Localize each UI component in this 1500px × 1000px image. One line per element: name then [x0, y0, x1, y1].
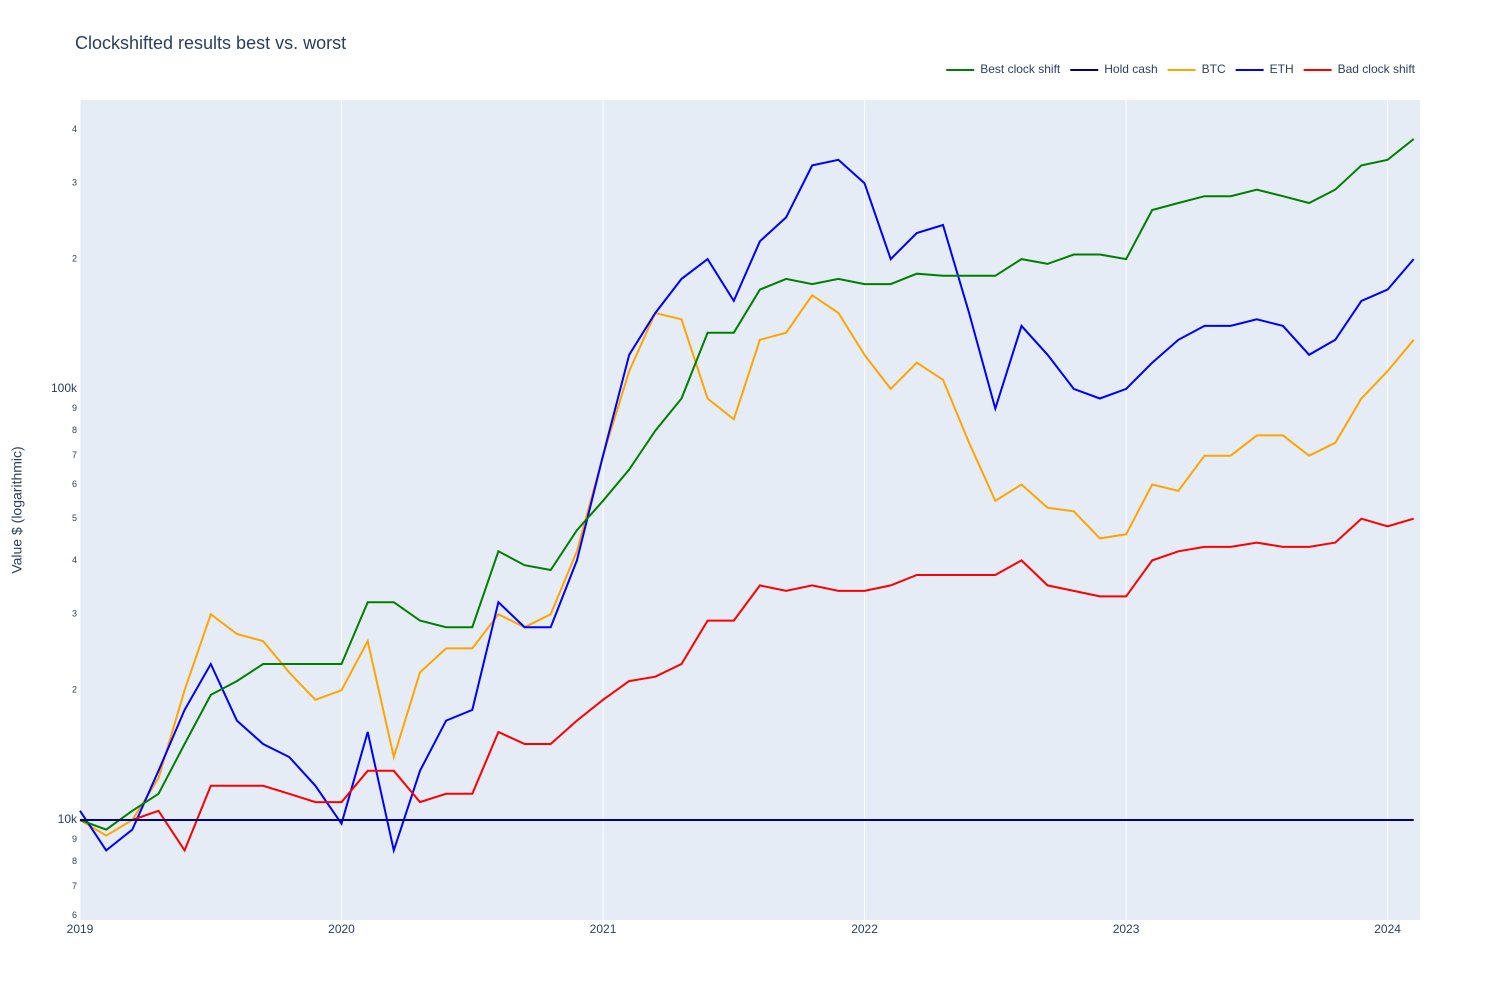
legend: Best clock shift Hold cash BTC ETH Bad clock…	[946, 62, 1416, 76]
y-tick-label: 6	[72, 479, 77, 489]
series-line	[79, 138, 1415, 831]
x-tick-label: 2020	[328, 922, 355, 936]
y-tick-label: 3	[72, 178, 77, 188]
y-tick-label: 8	[72, 856, 77, 866]
series-line	[80, 517, 1414, 853]
x-tick-label: 2024	[1374, 922, 1401, 936]
y-tick-label: 100k	[51, 381, 78, 395]
x-tick-label: 2021	[590, 922, 617, 936]
x-tick-label: 2023	[1113, 922, 1140, 936]
legend-item: Hold cash	[1070, 62, 1158, 76]
y-axis-label: Value $ (logarithmic)	[9, 446, 25, 573]
y-tick-label: 5	[72, 513, 77, 523]
y-tick-label: 10k	[58, 812, 78, 826]
y-tick-label: 3	[72, 609, 77, 619]
y-tick-label: 4	[72, 124, 77, 134]
legend-item: ETH	[1235, 62, 1294, 76]
y-tick-label: 2	[72, 254, 77, 264]
legend-label: Bad clock shift	[1338, 62, 1416, 76]
y-tick-label: 7	[72, 450, 77, 460]
series-line	[79, 293, 1415, 837]
legend-label: BTC	[1202, 62, 1226, 76]
legend-label: ETH	[1270, 62, 1294, 76]
legend-item: Best clock shift	[946, 62, 1061, 76]
plot-area	[80, 100, 1420, 920]
y-tick-label: 7	[72, 881, 77, 891]
x-tick-label: 2022	[851, 922, 878, 936]
chart-title: Clockshifted results best vs. worst	[75, 33, 346, 53]
y-tick-label: 6	[72, 910, 77, 920]
x-tick-label: 2019	[67, 922, 94, 936]
series-line	[79, 158, 1415, 855]
y-tick-label: 8	[72, 425, 77, 435]
legend-item: Bad clock shift	[1303, 62, 1416, 76]
y-tick-label: 4	[72, 555, 77, 565]
y-tick-label: 9	[72, 834, 77, 844]
legend-label: Best clock shift	[980, 62, 1061, 76]
y-tick-label: 9	[72, 403, 77, 413]
y-tick-label: 2	[72, 685, 77, 695]
legend-label: Hold cash	[1104, 62, 1157, 76]
legend-item: BTC	[1167, 62, 1226, 76]
